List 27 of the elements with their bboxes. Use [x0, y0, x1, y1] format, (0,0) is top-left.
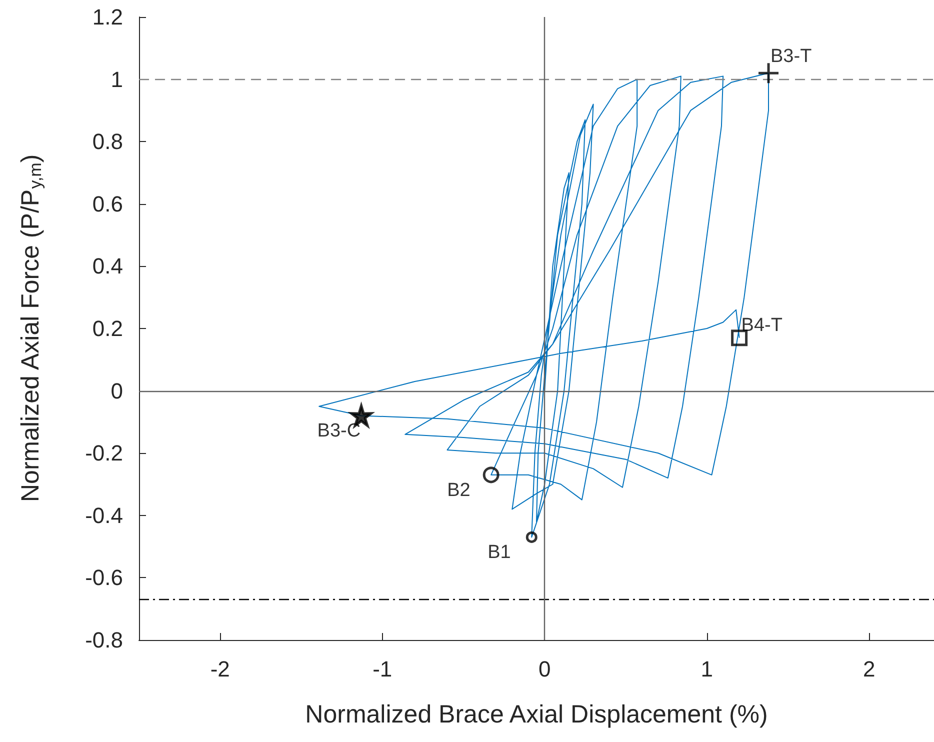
annotation: B3-T — [770, 46, 812, 68]
x-tick-label: 0 — [538, 656, 551, 682]
y-tick-label: -0.2 — [85, 440, 123, 466]
x-tick-label: 2 — [862, 656, 876, 682]
annotation: B4-T — [741, 314, 783, 336]
y-tick-label: -0.8 — [85, 628, 123, 652]
x-tick-label: -1 — [372, 656, 392, 682]
y-tick-label: 0.8 — [92, 129, 123, 154]
annotation: B2 — [447, 480, 470, 501]
y-tick-label: 0.2 — [92, 316, 123, 341]
point — [526, 531, 538, 543]
x-axis-title: Normalized Brace Axial Displacement (%) — [305, 700, 768, 728]
y-tick-label: 0.4 — [92, 254, 123, 279]
y-tick-label: 0.6 — [92, 191, 123, 216]
y-tick-label: 1 — [110, 66, 123, 92]
point — [731, 330, 748, 346]
y-tick-label: -0.6 — [85, 565, 123, 590]
x-tick-label: -2 — [210, 656, 230, 682]
point — [482, 466, 500, 484]
y-tick-label: 0 — [110, 378, 123, 404]
y-tick-label: 1.2 — [92, 4, 123, 30]
point — [757, 62, 780, 84]
annotation: B1 — [488, 542, 511, 564]
y-tick-label: -0.4 — [85, 502, 123, 528]
annotation: B3-C — [317, 420, 361, 442]
y-axis-title: Normalized Axial Force (P/Py,m) — [16, 154, 45, 502]
x-tick-label: 1 — [700, 656, 713, 682]
